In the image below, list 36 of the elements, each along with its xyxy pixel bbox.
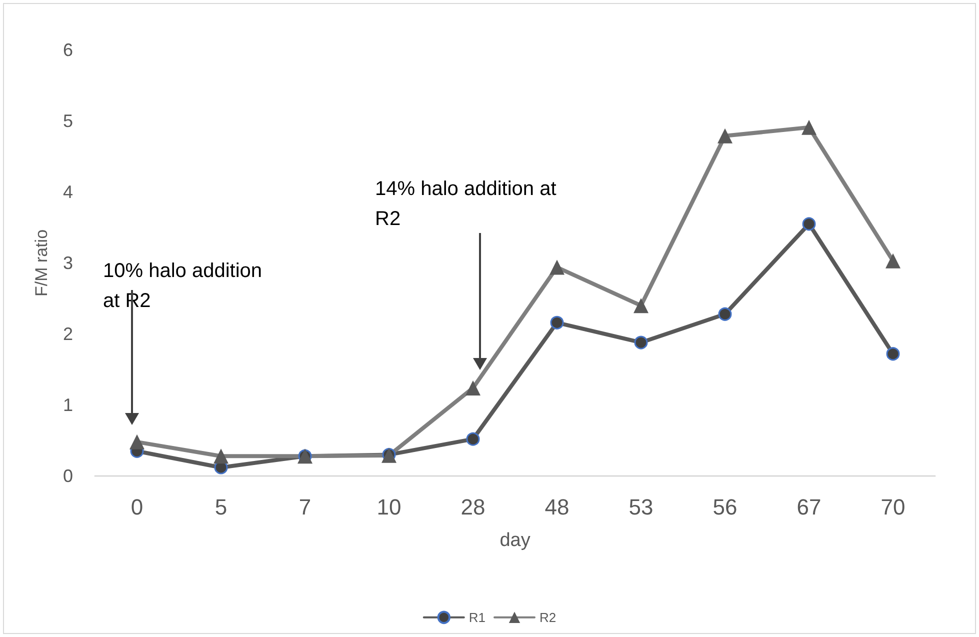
point xyxy=(886,347,900,361)
y-axis-title: F/M ratio xyxy=(32,229,51,297)
x-tick-label: 7 xyxy=(298,494,312,520)
point xyxy=(214,448,228,464)
y-tick-label: 0 xyxy=(62,466,73,486)
point xyxy=(718,307,732,321)
y-tick-label: 1 xyxy=(62,395,73,415)
x-tick-label: 28 xyxy=(460,494,486,520)
point xyxy=(466,432,480,446)
x-axis-title: day xyxy=(500,530,531,551)
y-tick-label: 5 xyxy=(62,111,73,131)
x-tick-label: 67 xyxy=(796,494,822,520)
point xyxy=(634,336,648,350)
point xyxy=(634,298,648,314)
x-tick-label: 48 xyxy=(544,494,570,520)
x-tick-label: 56 xyxy=(712,494,738,520)
legend-label: R1 xyxy=(468,610,486,625)
point xyxy=(550,260,564,275)
x-tick-label: 10 xyxy=(376,494,402,520)
point xyxy=(550,316,564,330)
y-tick-label: 3 xyxy=(62,253,73,273)
point xyxy=(886,253,900,268)
x-tick-label: 5 xyxy=(214,494,228,520)
point xyxy=(130,434,144,450)
point xyxy=(802,120,816,135)
y-tick-label: 4 xyxy=(62,182,73,202)
annotation: 14% halo addition at R2 xyxy=(375,178,557,230)
y-tick-label: 6 xyxy=(62,40,73,60)
x-tick-label: 0 xyxy=(130,494,144,520)
x-tick-label: 70 xyxy=(880,494,906,520)
y-tick-label: 2 xyxy=(62,324,73,344)
x-tick-label: 53 xyxy=(628,494,654,520)
point xyxy=(802,217,816,231)
point xyxy=(466,380,480,396)
point xyxy=(718,128,732,144)
legend-label: R2 xyxy=(540,610,556,625)
